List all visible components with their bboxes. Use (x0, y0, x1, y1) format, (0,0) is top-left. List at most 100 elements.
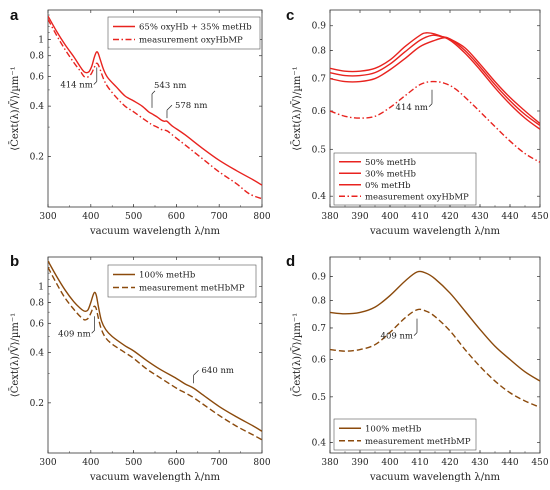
legend-label: measurement metHbMP (139, 284, 245, 294)
x-tick-label: 600 (168, 212, 185, 222)
y-tick-label: 0.4 (312, 192, 327, 202)
annotation-label: 640 nm (202, 366, 234, 376)
x-tick-label: 400 (82, 212, 99, 222)
legend-label: 65% oxyHb + 35% metHb (139, 23, 252, 33)
y-tick-label: 0.4 (312, 439, 327, 449)
annotation-leader (93, 81, 98, 85)
x-axis-label: vacuum wavelength λ/nm (369, 226, 501, 237)
annotation-leader (428, 103, 433, 108)
legend-box (333, 418, 477, 451)
series-line-b-0 (48, 260, 262, 432)
annotation-label: 409 nm (381, 332, 413, 342)
x-tick-label: 420 (441, 212, 458, 222)
legend-label: measurement oxyHbMP (365, 192, 469, 202)
y-tick-label: 0.6 (30, 73, 45, 83)
legend-label: 0% metHb (365, 181, 411, 191)
annotation-label: 543 nm (154, 81, 186, 91)
x-tick-label: 390 (351, 212, 368, 222)
y-tick-label: 1 (38, 282, 44, 292)
y-tick-label: 0.7 (312, 324, 327, 334)
legend: 100% metHb measurement metHbMP (333, 418, 477, 451)
legend-label: measurement oxyHbMP (139, 36, 243, 46)
annotation-leader (166, 104, 173, 111)
annotation-label: 414 nm (60, 80, 92, 90)
panel-letter: b (10, 253, 19, 270)
y-tick-label: 0.2 (30, 153, 44, 163)
x-tick-label: 450 (531, 212, 548, 222)
y-tick-label: 1 (38, 35, 44, 45)
legend-box (107, 16, 261, 50)
legend-label: 30% metHb (365, 169, 417, 179)
x-axis-label: vacuum wavelength λ/nm (89, 472, 221, 483)
y-tick-label: 0.8 (312, 47, 327, 57)
x-tick-label: 400 (381, 458, 398, 468)
x-tick-label: 450 (531, 458, 548, 468)
annotation-leader (193, 370, 199, 376)
x-tick-label: 430 (471, 212, 488, 222)
x-tick-label: 500 (125, 212, 142, 222)
x-tick-label: 500 (125, 458, 142, 468)
x-tick-label: 380 (321, 458, 338, 468)
chart-panel-b: b 300 400 500 600 700 800 0.2 0.4 0.6 0.8 1 vacuum w… (9, 253, 271, 483)
legend-box (107, 264, 257, 298)
y-tick-label: 0.8 (30, 298, 45, 308)
x-tick-label: 430 (471, 458, 488, 468)
x-tick-label: 420 (441, 458, 458, 468)
x-tick-label: 410 (411, 458, 428, 468)
legend-label: 100% metHb (365, 424, 422, 434)
series-line-d-0 (330, 270, 540, 382)
legend: 65% oxyHb + 35% metHb measurement oxyHbMP (107, 16, 261, 50)
legend: 100% metHb measurement metHbMP (107, 264, 257, 298)
x-tick-label: 380 (321, 212, 338, 222)
panel-letter: d (286, 253, 295, 270)
x-tick-label: 400 (82, 458, 99, 468)
y-tick-label: 0.5 (312, 393, 327, 403)
series-line-c-2 (330, 36, 540, 125)
series-line-a-1 (48, 18, 262, 200)
annotation-label: 578 nm (175, 101, 207, 111)
x-tick-label: 390 (351, 458, 368, 468)
y-tick-label: 0.6 (312, 356, 327, 366)
y-axis-label: ⟨C̄ext(λ)/V̄⟩/µm⁻¹ (291, 313, 303, 397)
y-axis-label: ⟨C̄ext(λ)/V̄⟩/µm⁻¹ (9, 66, 21, 150)
x-tick-label: 800 (253, 212, 270, 222)
x-tick-label: 700 (211, 212, 228, 222)
x-axis-label: vacuum wavelength λ/nm (89, 226, 221, 237)
x-axis-label: vacuum wavelength λ/nm (369, 472, 501, 483)
y-tick-label: 0.5 (312, 145, 327, 155)
x-tick-label: 410 (411, 212, 428, 222)
annotation-leader (91, 330, 95, 334)
y-tick-label: 0.4 (30, 349, 45, 359)
x-tick-label: 600 (168, 458, 185, 468)
y-tick-label: 0.4 (30, 102, 45, 112)
legend-label: measurement metHbMP (365, 437, 471, 447)
annotation-label: 414 nm (396, 103, 428, 113)
panel-letter: a (10, 7, 19, 24)
chart-panel-d: d 380 390 400 410 420 430 440 450 0.4 0.5 0.6 0.7 0.8… (286, 253, 549, 483)
y-tick-label: 0.2 (30, 399, 44, 409)
series-line-a-0 (48, 15, 262, 186)
chart-panel-a: a 300 400 500 600 700 800 0.2 0.4 0.6 0.8 1 vacuum w… (9, 7, 271, 237)
y-axis-label: ⟨C̄ext(λ)/V̄⟩/µm⁻¹ (9, 313, 21, 397)
annotation-leader (151, 90, 156, 95)
y-axis-label: ⟨C̄ext(λ)/V̄⟩/µm⁻¹ (291, 66, 303, 150)
y-tick-label: 0.8 (30, 52, 45, 62)
y-tick-label: 0.6 (312, 107, 327, 117)
x-tick-label: 800 (253, 458, 270, 468)
legend-label: 50% metHb (365, 158, 417, 168)
y-tick-label: 0.9 (312, 22, 327, 32)
chart-panel-c: c 380 390 400 410 420 430 440 450 0.4 0.5 0.6 0.7 0.8… (286, 7, 549, 237)
series-line-c-3 (330, 80, 540, 163)
series-line-d-1 (330, 308, 540, 408)
y-tick-label: 0.9 (312, 273, 327, 283)
x-tick-label: 440 (501, 212, 518, 222)
legend-label: 100% metHb (139, 271, 196, 281)
x-tick-label: 300 (39, 212, 56, 222)
panel-letter: c (286, 7, 294, 24)
annotation-label: 409 nm (58, 329, 90, 339)
annotation-leader (413, 332, 418, 336)
x-tick-label: 300 (39, 458, 56, 468)
y-tick-label: 0.7 (312, 75, 327, 85)
